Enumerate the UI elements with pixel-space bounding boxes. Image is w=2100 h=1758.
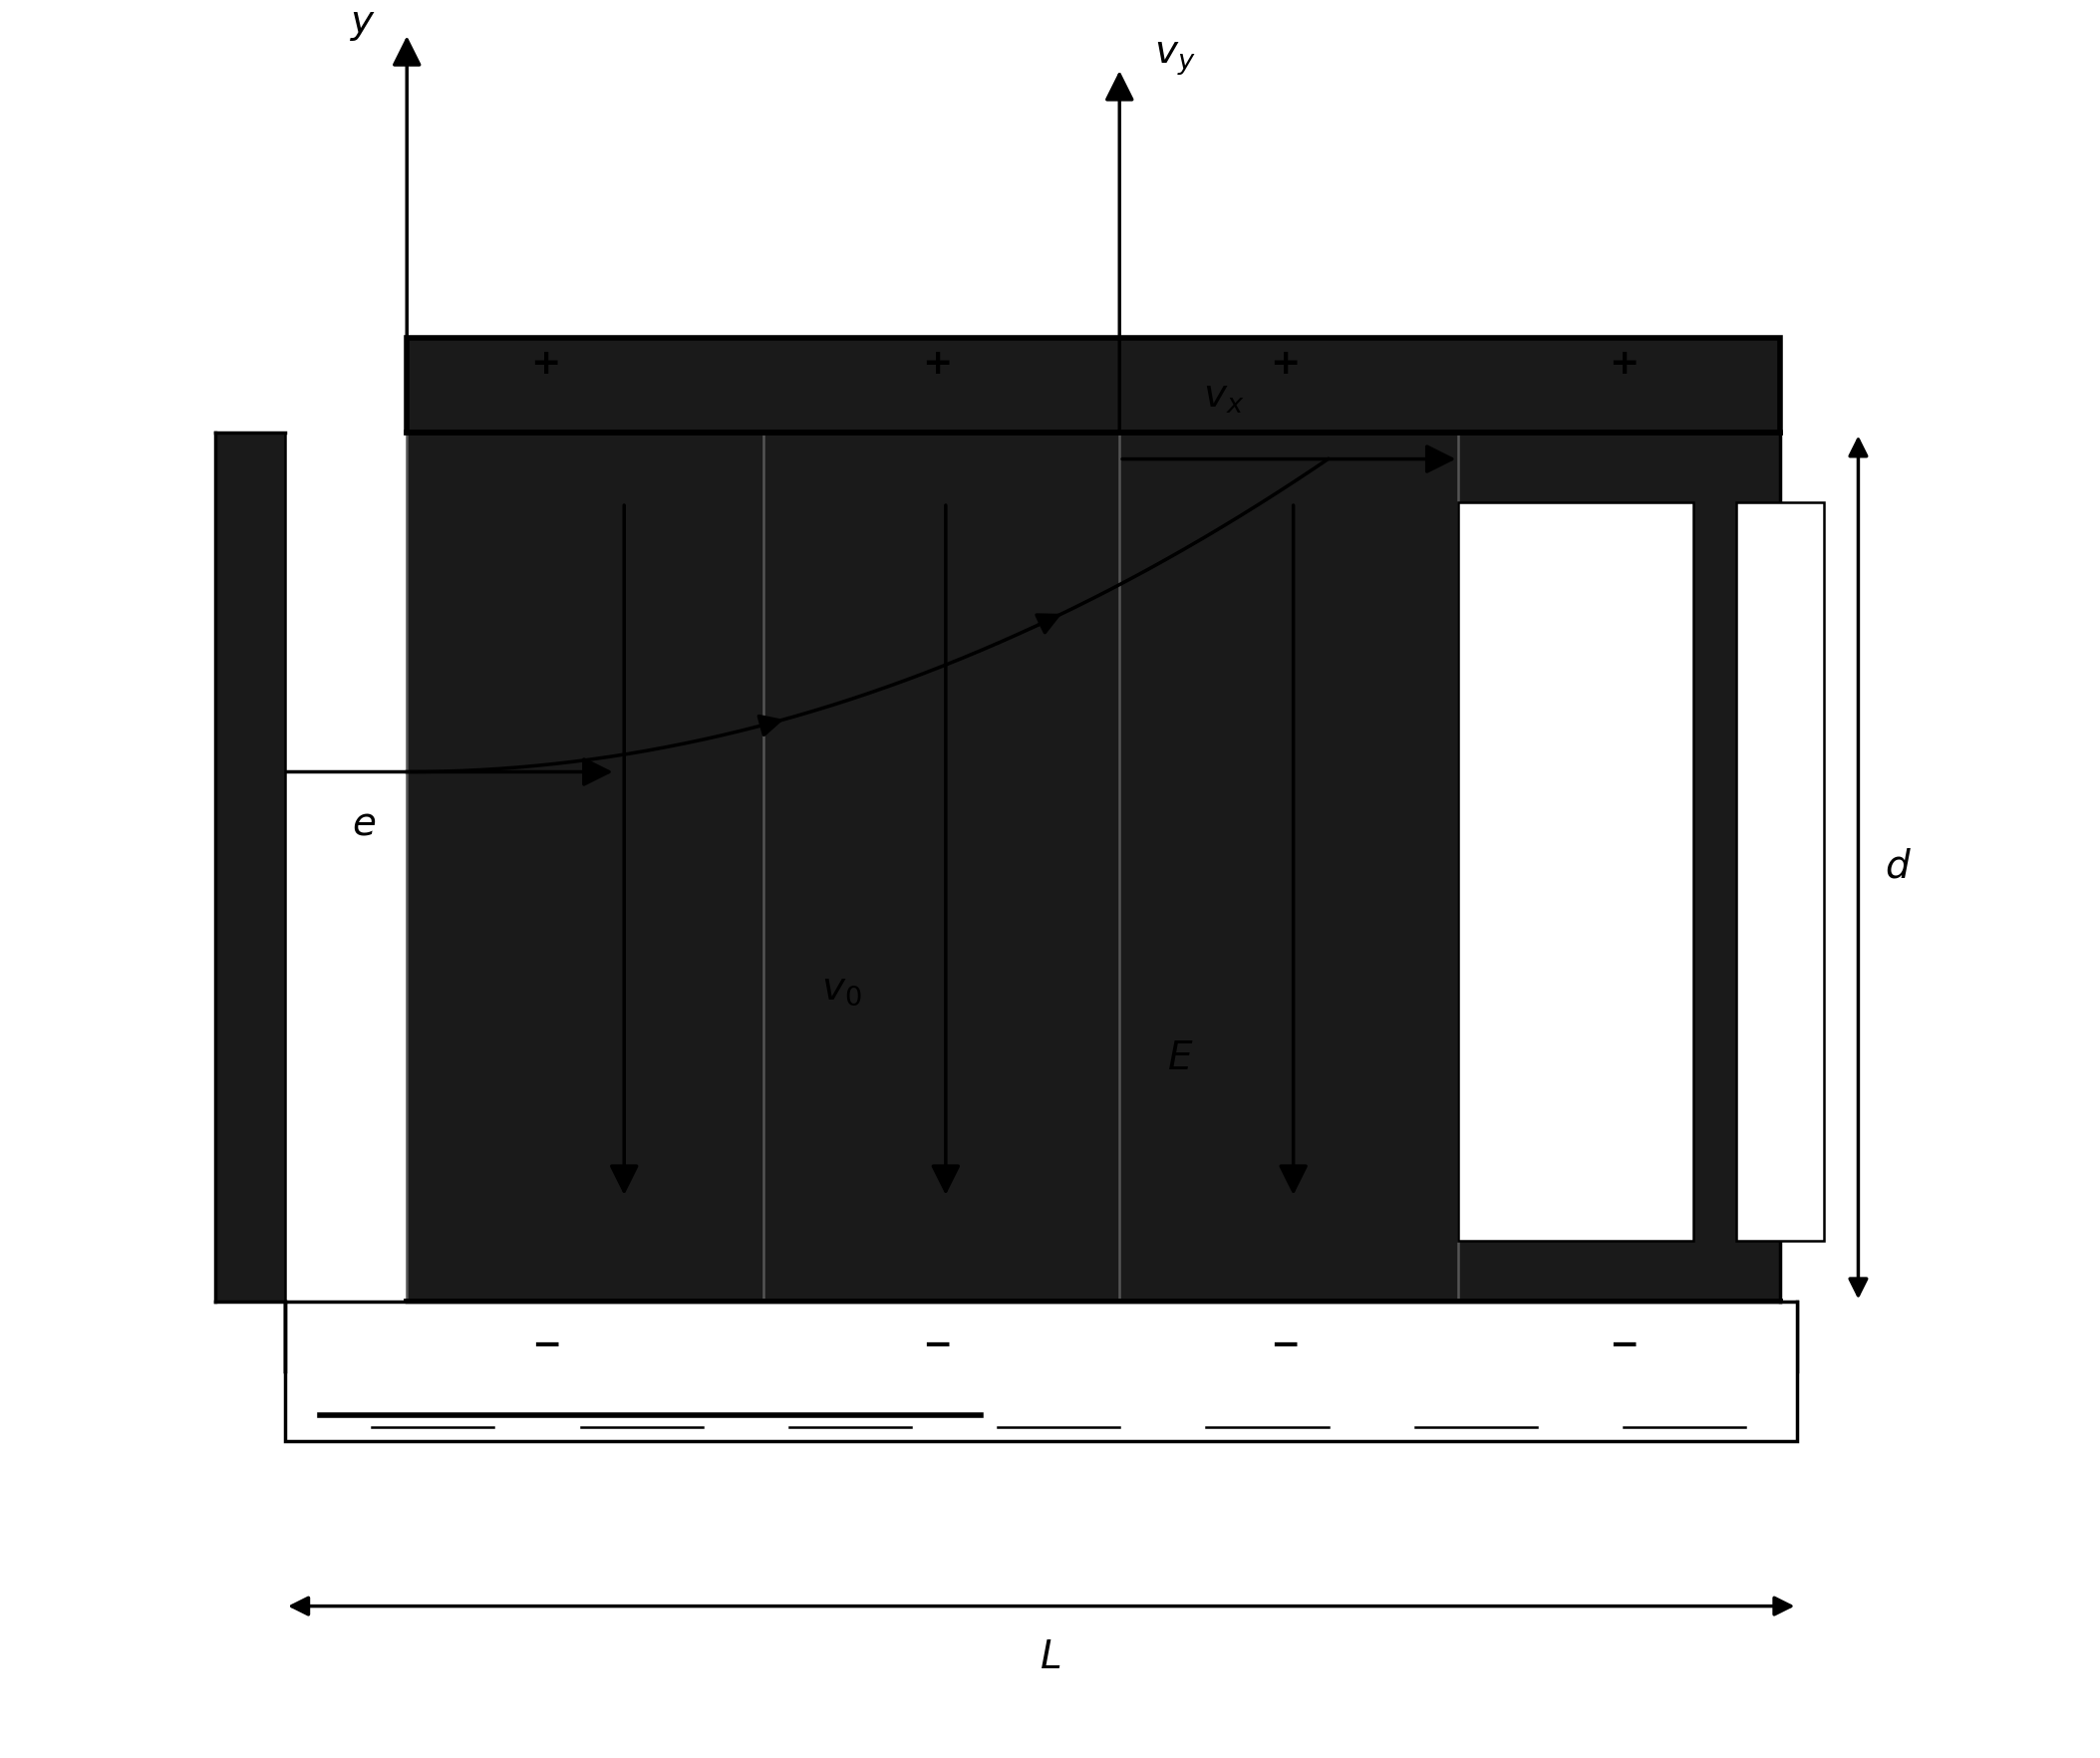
Text: $v_0$: $v_0$ — [821, 970, 861, 1007]
Text: −: − — [1609, 1329, 1638, 1362]
Text: −: − — [531, 1329, 561, 1362]
Text: +: + — [922, 346, 951, 380]
Bar — [407, 1303, 1781, 1371]
Bar — [407, 338, 1781, 432]
Bar — [286, 1303, 1798, 1442]
Text: $d$: $d$ — [1884, 849, 1911, 886]
Text: +: + — [1270, 346, 1300, 380]
Text: $y$: $y$ — [351, 5, 376, 42]
Bar — [407, 432, 1781, 1303]
Text: $v_y$: $v_y$ — [1155, 40, 1195, 77]
Text: +: + — [531, 346, 561, 380]
Text: −: − — [1270, 1329, 1300, 1362]
Text: $v_x$: $v_x$ — [1203, 378, 1245, 415]
Text: $L$: $L$ — [1040, 1640, 1060, 1677]
Text: −: − — [922, 1329, 951, 1362]
Bar — [1737, 503, 1823, 1241]
Bar — [1460, 503, 1693, 1241]
Text: $e$: $e$ — [351, 805, 376, 842]
Text: +: + — [1609, 346, 1638, 380]
Text: $E$: $E$ — [1168, 1041, 1193, 1078]
Bar — [216, 432, 286, 1303]
